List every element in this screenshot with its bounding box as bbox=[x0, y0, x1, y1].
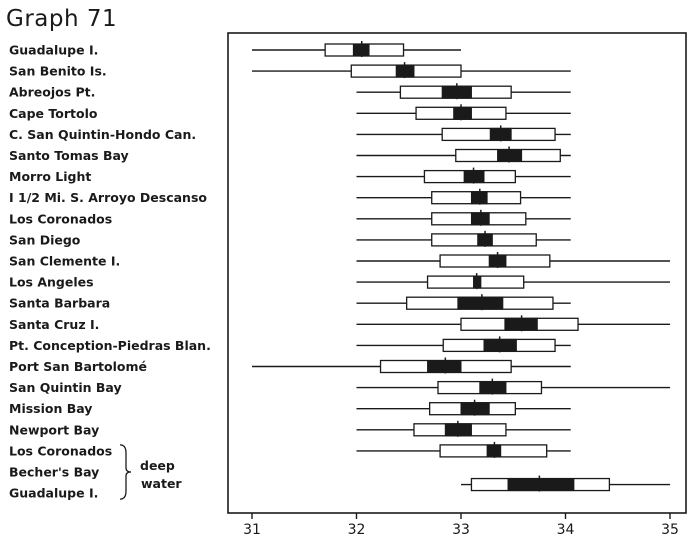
category-label: Newport Bay bbox=[9, 422, 99, 437]
confidence-band bbox=[507, 478, 575, 492]
category-label: Guadalupe I. bbox=[9, 486, 98, 501]
annotation-text: deep bbox=[140, 458, 175, 473]
category-label: San Benito Is. bbox=[9, 64, 107, 79]
box-row bbox=[356, 399, 571, 416]
category-label: San Diego bbox=[9, 232, 81, 247]
category-label: San Quintin Bay bbox=[9, 380, 122, 395]
category-label: Guadalupe I. bbox=[9, 43, 98, 58]
plot-frame bbox=[227, 32, 687, 514]
deep-water-annotation: deep water bbox=[119, 444, 182, 500]
box-row bbox=[356, 209, 571, 226]
category-label: Pt. Conception-Piedras Blan. bbox=[9, 338, 211, 353]
box-row bbox=[356, 83, 571, 100]
category-label: Santo Tomas Bay bbox=[9, 148, 129, 163]
annotation-text: water bbox=[141, 476, 182, 491]
box-row bbox=[461, 475, 670, 492]
x-tick-label: 35 bbox=[661, 522, 679, 536]
box-row bbox=[356, 336, 571, 353]
box-row bbox=[356, 441, 571, 458]
box-row bbox=[356, 315, 670, 332]
confidence-band bbox=[427, 360, 462, 373]
category-label: Morro Light bbox=[9, 169, 91, 184]
box-row bbox=[356, 167, 571, 184]
box-row bbox=[356, 230, 571, 247]
confidence-band bbox=[457, 296, 504, 310]
page-title: Graph 71 bbox=[6, 6, 118, 32]
x-axis: 31 32 33 34 35 bbox=[243, 513, 679, 536]
box-row bbox=[356, 146, 571, 163]
box-row bbox=[252, 357, 571, 374]
box-row bbox=[356, 294, 571, 311]
box-series bbox=[252, 41, 670, 492]
confidence-band bbox=[453, 106, 472, 120]
category-label: Los Coronados bbox=[9, 211, 112, 226]
category-label: Becher's Bay bbox=[9, 465, 99, 480]
box-row bbox=[356, 104, 571, 121]
category-label: Los Coronados bbox=[9, 443, 112, 458]
box-row bbox=[252, 62, 571, 79]
box-row bbox=[356, 252, 670, 268]
category-label: Santa Barbara bbox=[9, 296, 110, 311]
category-label: Abreojos Pt. bbox=[9, 85, 95, 100]
category-labels: Guadalupe I. San Benito Is. Abreojos Pt. Ca… bbox=[9, 43, 211, 501]
box-row bbox=[356, 273, 670, 290]
bracket bbox=[119, 444, 132, 500]
x-tick-label: 33 bbox=[452, 522, 470, 536]
box-row bbox=[356, 188, 571, 205]
box-row bbox=[356, 420, 571, 437]
box-row bbox=[252, 41, 461, 57]
category-label: Mission Bay bbox=[9, 401, 92, 416]
box-row bbox=[356, 378, 670, 395]
plot-border bbox=[227, 32, 687, 514]
category-label: Santa Cruz I. bbox=[9, 317, 99, 332]
category-label: Port San Bartolomé bbox=[9, 359, 147, 374]
category-label: I 1/2 Mi. S. Arroyo Descanso bbox=[9, 190, 207, 205]
category-label: C. San Quintin-Hondo Can. bbox=[9, 127, 196, 142]
category-label: Cape Tortolo bbox=[9, 106, 98, 121]
x-tick-label: 32 bbox=[348, 522, 366, 536]
x-tick-label: 31 bbox=[243, 522, 261, 536]
category-label: Los Angeles bbox=[9, 275, 94, 290]
box-row bbox=[356, 125, 571, 142]
x-tick-label: 34 bbox=[557, 522, 575, 536]
category-label: San Clemente I. bbox=[9, 254, 120, 269]
